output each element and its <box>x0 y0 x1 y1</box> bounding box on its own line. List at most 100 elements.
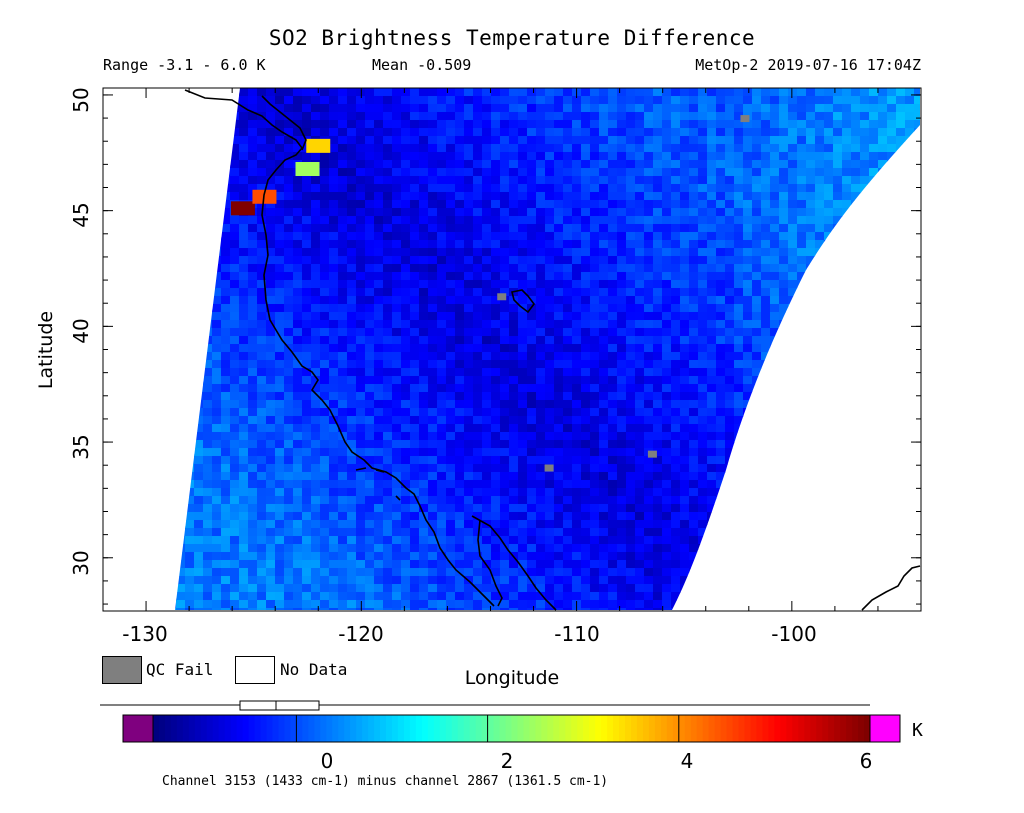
data-pixel <box>842 528 852 537</box>
data-pixel <box>248 496 258 505</box>
data-pixel <box>176 104 186 113</box>
data-pixel <box>743 360 753 369</box>
data-pixel <box>455 232 465 241</box>
data-pixel <box>626 144 636 153</box>
data-pixel <box>671 232 681 241</box>
data-pixel <box>887 128 897 137</box>
data-pixel <box>725 248 735 257</box>
data-pixel <box>257 448 267 457</box>
data-pixel <box>194 224 204 233</box>
data-pixel <box>428 256 438 265</box>
data-pixel <box>185 224 195 233</box>
data-pixel <box>212 408 222 417</box>
data-pixel <box>590 320 600 329</box>
data-pixel <box>194 248 204 257</box>
data-pixel <box>851 528 861 537</box>
data-pixel <box>815 224 825 233</box>
data-pixel <box>671 288 681 297</box>
data-pixel <box>212 448 222 457</box>
data-pixel <box>581 120 591 129</box>
data-pixel <box>284 144 294 153</box>
data-pixel <box>175 408 177 417</box>
data-pixel <box>743 272 753 281</box>
data-pixel <box>175 480 177 489</box>
data-pixel <box>599 464 609 473</box>
data-pixel <box>230 328 240 337</box>
data-pixel <box>428 408 438 417</box>
data-pixel <box>815 216 825 225</box>
data-pixel <box>869 368 879 377</box>
data-pixel <box>383 200 393 209</box>
data-pixel <box>347 504 357 513</box>
data-pixel <box>635 536 645 545</box>
data-pixel <box>635 144 645 153</box>
data-pixel <box>653 432 663 441</box>
data-pixel <box>527 176 537 185</box>
data-pixel <box>698 176 708 185</box>
data-pixel <box>311 496 321 505</box>
data-pixel <box>581 416 591 425</box>
data-pixel <box>248 472 258 481</box>
data-pixel <box>545 400 555 409</box>
data-pixel <box>743 440 753 449</box>
data-pixel <box>401 352 411 361</box>
data-pixel <box>545 200 555 209</box>
data-pixel <box>464 328 474 337</box>
data-pixel <box>644 96 654 105</box>
data-pixel <box>572 272 582 281</box>
data-pixel <box>743 496 753 505</box>
data-pixel <box>536 272 546 281</box>
data-pixel <box>248 352 258 361</box>
data-pixel <box>509 528 519 537</box>
data-pixel <box>887 368 897 377</box>
data-pixel <box>464 104 474 113</box>
chart-title: SO2 Brightness Temperature Difference <box>268 26 756 50</box>
data-pixel <box>239 304 249 313</box>
data-pixel <box>356 424 366 433</box>
data-pixel <box>455 168 465 177</box>
data-pixel <box>833 376 843 385</box>
data-pixel <box>833 416 843 425</box>
data-pixel <box>581 432 591 441</box>
data-pixel <box>392 432 402 441</box>
data-pixel <box>239 440 249 449</box>
data-pixel <box>698 312 708 321</box>
data-pixel <box>599 376 609 385</box>
data-pixel <box>230 440 240 449</box>
data-pixel <box>815 184 825 193</box>
data-pixel <box>581 184 591 193</box>
data-pixel <box>194 504 204 513</box>
data-pixel <box>410 248 420 257</box>
data-pixel <box>779 504 789 513</box>
data-pixel <box>653 512 663 521</box>
data-pixel <box>779 184 789 193</box>
data-pixel <box>824 448 834 457</box>
data-pixel <box>869 280 879 289</box>
data-pixel <box>383 352 393 361</box>
data-pixel <box>725 472 735 481</box>
data-pixel <box>302 328 312 337</box>
data-pixel <box>257 128 267 137</box>
data-pixel <box>500 272 510 281</box>
data-pixel <box>824 208 834 217</box>
data-pixel <box>221 352 231 361</box>
data-pixel <box>338 520 348 529</box>
data-pixel <box>599 152 609 161</box>
data-pixel <box>356 216 366 225</box>
data-pixel <box>176 176 186 185</box>
data-pixel <box>302 424 312 433</box>
data-pixel <box>788 376 798 385</box>
data-pixel <box>824 96 834 105</box>
data-pixel <box>896 168 906 177</box>
data-pixel <box>644 288 654 297</box>
data-pixel <box>716 112 726 121</box>
data-pixel <box>527 216 537 225</box>
data-pixel <box>320 376 330 385</box>
data-pixel <box>338 456 348 465</box>
data-pixel <box>554 168 564 177</box>
data-pixel <box>635 200 645 209</box>
data-pixel <box>437 384 447 393</box>
data-pixel <box>608 232 618 241</box>
data-pixel <box>914 208 920 217</box>
data-pixel <box>752 232 762 241</box>
